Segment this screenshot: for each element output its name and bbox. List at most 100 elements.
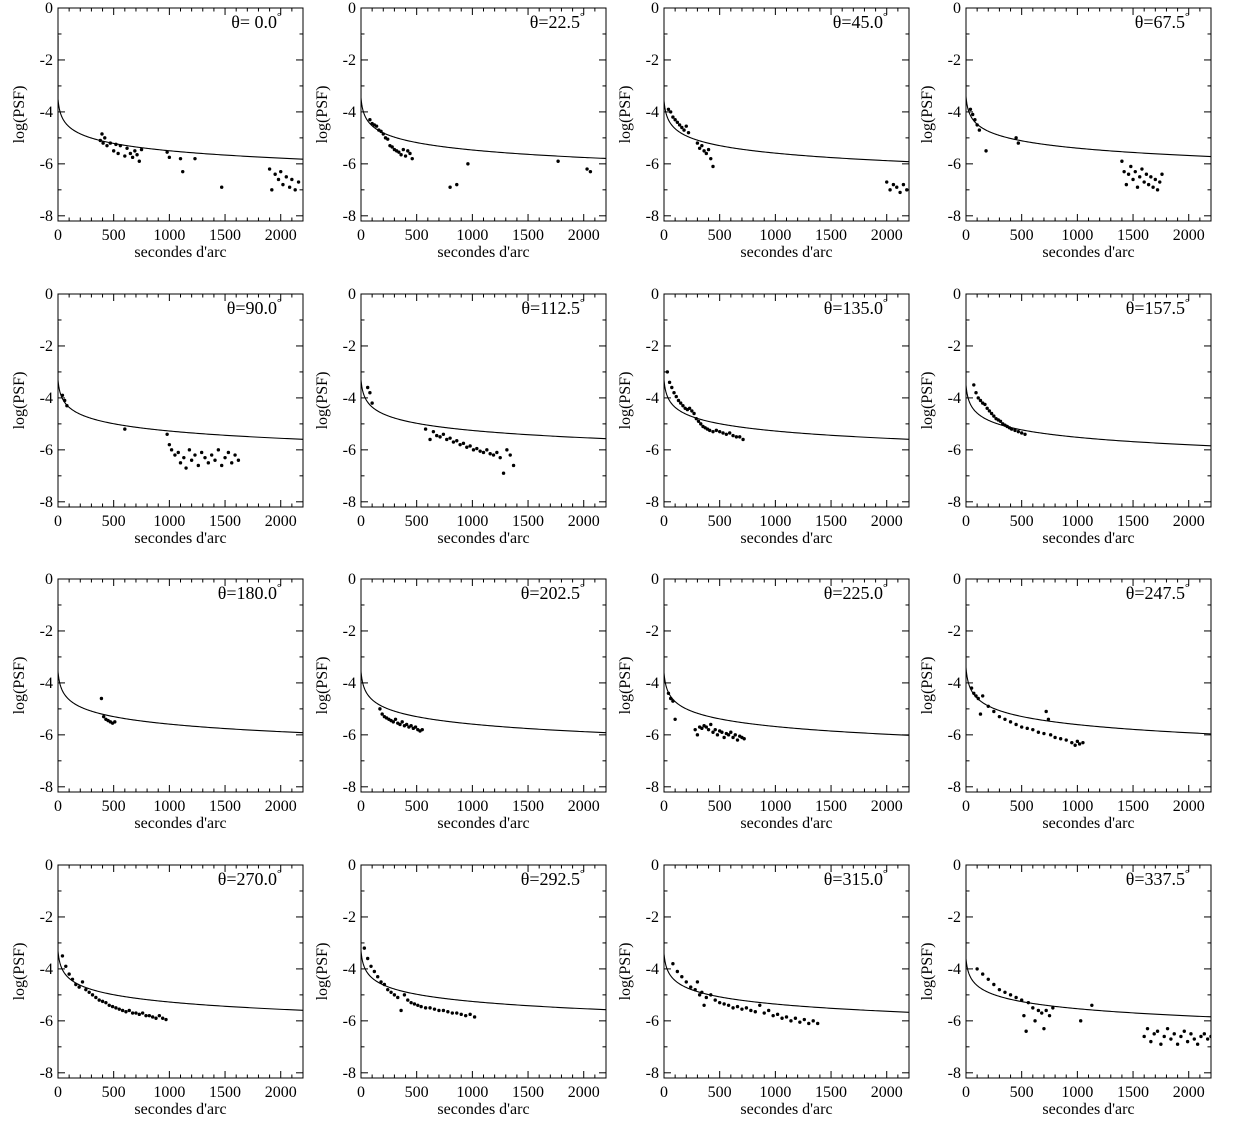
data-point [802, 1017, 807, 1022]
x-tick-label: 2000 [871, 798, 903, 815]
data-point [458, 442, 462, 447]
data-point [511, 463, 516, 468]
y-axis-label: log(PSF) [314, 372, 331, 430]
data-point [402, 993, 407, 997]
x-tick-label: 1000 [1061, 1084, 1093, 1101]
data-point [406, 998, 410, 1002]
data-point [1036, 730, 1041, 734]
data-point [680, 125, 684, 130]
y-tick-label: -6 [40, 1013, 53, 1030]
data-point [108, 141, 113, 145]
theta-value: 270.0 [237, 869, 278, 889]
data-point [432, 1007, 437, 1011]
y-tick-label: -2 [646, 623, 659, 640]
y-axis-label: log(PSF) [617, 86, 634, 144]
data-point [713, 998, 717, 1002]
fit-curve [361, 606, 606, 734]
data-point [975, 967, 979, 971]
degree-sign: ° [1185, 297, 1189, 309]
x-axis-label: secondes d'arc [134, 815, 226, 832]
data-point [972, 691, 976, 695]
panel-title: θ=225.0 [824, 583, 883, 603]
x-tick-label: 500 [1010, 798, 1034, 815]
panel-8: 0 500 1000 1500 2000 0 -2 -4 -6 -8 secondes d'arc l… [919, 286, 1212, 547]
data-point [1031, 1006, 1035, 1010]
x-tick-label: 1500 [209, 798, 241, 815]
data-point [780, 1016, 784, 1020]
data-point [1162, 1034, 1166, 1039]
data-point [711, 164, 715, 169]
data-point [1058, 737, 1063, 741]
theta-prefix: θ= [1126, 298, 1145, 318]
panel-2: 0 500 1000 1500 2000 0 -2 -4 -6 -8 secondes d'arc l… [314, 0, 607, 261]
y-axis-label: log(PSF) [919, 657, 936, 715]
x-tick-label: 2000 [265, 798, 297, 815]
theta-prefix: θ= [824, 583, 843, 603]
y-tick-label: -2 [948, 623, 961, 640]
data-point [116, 151, 120, 156]
data-point [680, 975, 684, 979]
y-tick-label: -8 [40, 779, 53, 796]
data-point [127, 1008, 131, 1013]
data-point [62, 398, 67, 403]
panel-13: 0 500 1000 1500 2000 0 -2 -4 -6 -8 secondes d'arc l… [11, 857, 304, 1118]
data-point [671, 962, 675, 966]
data-point [905, 188, 909, 192]
data-point [986, 977, 990, 981]
y-tick-label: 0 [651, 571, 659, 588]
data-point [105, 143, 109, 148]
data-point [1169, 1037, 1173, 1041]
data-point [981, 694, 985, 698]
data-point [99, 696, 104, 701]
data-point [992, 982, 996, 987]
data-point [706, 147, 711, 152]
data-point [184, 466, 188, 470]
data-point [97, 998, 101, 1002]
degree-sign: ° [1185, 868, 1189, 880]
y-tick-label: 0 [651, 857, 659, 874]
data-point [1185, 1039, 1190, 1044]
data-point [731, 735, 735, 740]
data-point [998, 419, 1003, 423]
x-axis-label: secondes d'arc [437, 1101, 529, 1118]
data-point [196, 463, 201, 468]
fit-curve [966, 606, 1211, 735]
x-tick-label: 2000 [871, 1084, 903, 1101]
data-points [60, 393, 241, 470]
x-tick-label: 500 [1010, 513, 1034, 530]
data-point [1008, 720, 1013, 724]
panel-title: θ=180.0 [218, 583, 277, 603]
data-point [130, 155, 135, 160]
data-point [459, 1012, 463, 1017]
x-tick-label: 1000 [153, 798, 185, 815]
data-point [1146, 182, 1151, 187]
data-point [365, 385, 370, 390]
x-tick-label: 1000 [456, 513, 488, 530]
x-tick-label: 500 [405, 227, 429, 244]
data-point [677, 123, 682, 127]
x-tick-label: 500 [708, 513, 732, 530]
data-point [390, 145, 394, 149]
x-tick-label: 1000 [1061, 798, 1093, 815]
x-tick-label: 1500 [512, 798, 544, 815]
y-tick-label: -2 [948, 909, 961, 926]
x-tick-label: 1500 [815, 227, 847, 244]
data-point [681, 404, 685, 408]
data-point [135, 153, 139, 157]
data-point [717, 429, 722, 434]
y-tick-label: -6 [948, 1013, 961, 1030]
plot-frame [965, 293, 1212, 508]
x-axis-label: secondes d'arc [134, 244, 226, 261]
data-point [139, 147, 144, 152]
y-tick-label: -8 [646, 1065, 659, 1082]
data-point [1003, 990, 1007, 994]
data-point [1151, 185, 1155, 189]
y-tick-label: -8 [948, 494, 961, 511]
data-point [1158, 180, 1162, 184]
y-tick-label: -2 [40, 909, 53, 926]
data-point [230, 461, 234, 465]
plot-frame [360, 864, 607, 1079]
panel-title: θ=112.5 [521, 298, 580, 318]
y-tick-label: -4 [646, 104, 659, 121]
data-point [293, 188, 297, 192]
